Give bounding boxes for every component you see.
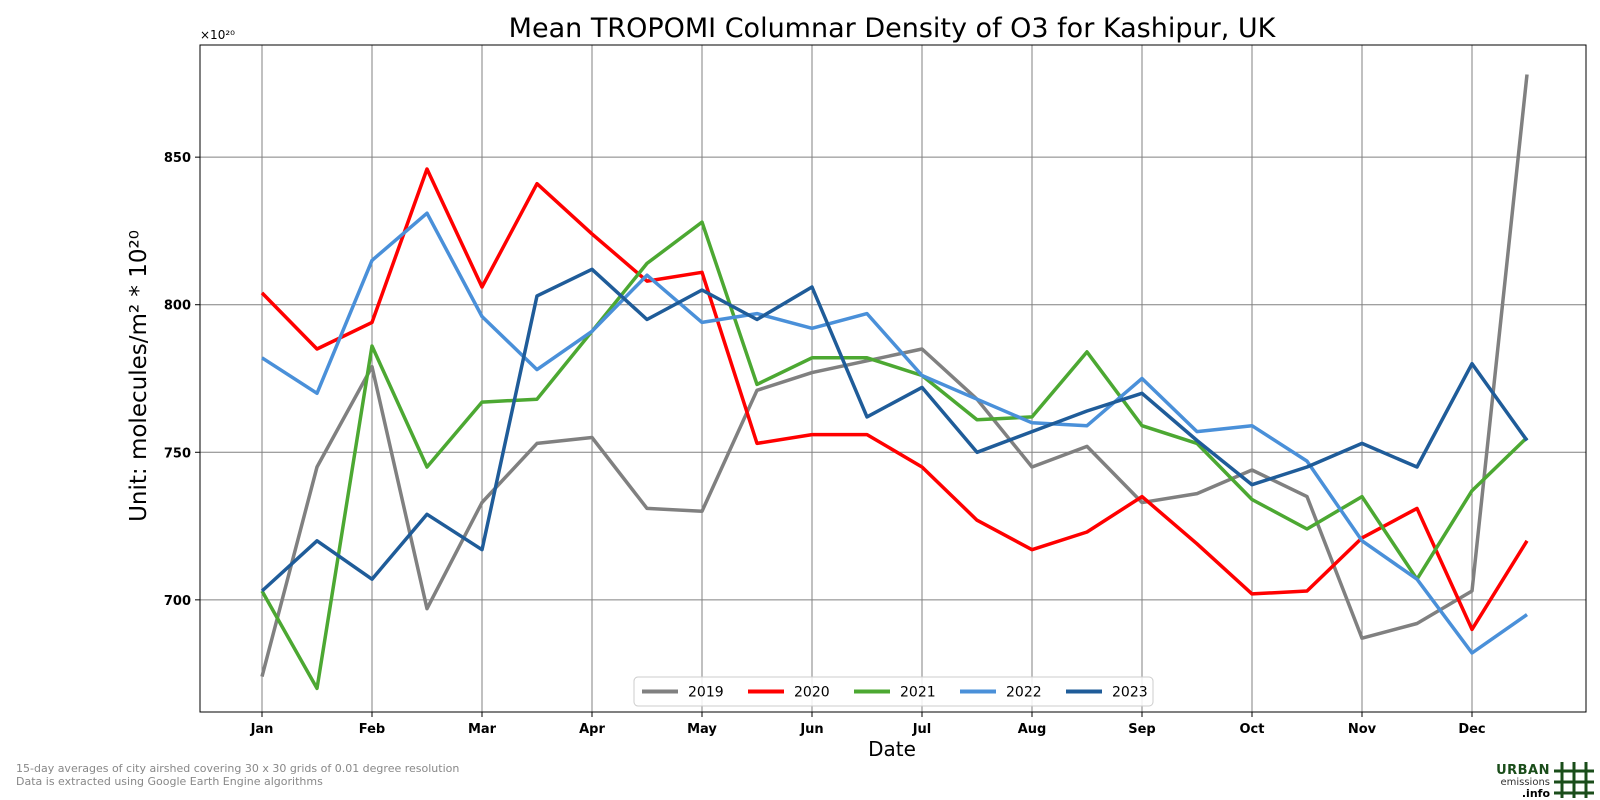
legend: 2019 2020 2021 2022 2023 [633, 676, 1154, 707]
y-tick-label: 750 [164, 446, 191, 461]
x-axis-label: Date [868, 737, 916, 761]
x-tick-label: Jan [250, 722, 274, 737]
y-axis-label: Unit: molecules/m² * 10²⁰ [126, 230, 152, 522]
logo-line-3: .info [1521, 787, 1550, 800]
x-tick-label: Mar [468, 722, 497, 737]
x-tick-label: May [687, 722, 717, 737]
legend-label-2019: 2019 [688, 685, 724, 701]
legend-label-2023: 2023 [1112, 685, 1148, 701]
y-axis-multiplier: ×10²⁰ [200, 28, 235, 42]
x-tick-label: Nov [1348, 722, 1377, 737]
grid-logo-icon [1554, 762, 1594, 798]
series-line-2020 [260, 167, 1529, 632]
series-line-2021 [260, 220, 1529, 691]
series-line-2022 [261, 211, 1529, 655]
logo-line-1: URBAN [1496, 763, 1550, 778]
legend-label-2022: 2022 [1006, 685, 1042, 701]
x-tick-label: Sep [1128, 722, 1156, 737]
x-tick-label: Dec [1458, 722, 1485, 737]
y-tick-label: 850 [164, 151, 191, 166]
plot-area [199, 44, 1587, 713]
series-line-2019 [260, 74, 1529, 678]
y-tick-label: 700 [164, 594, 191, 609]
series-line-2023 [260, 267, 1529, 593]
footnote-1: 15-day averages of city airshed covering… [16, 762, 460, 775]
legend-box [633, 676, 1154, 707]
x-tick-label: Jun [799, 722, 823, 737]
urban-emissions-logo: URBAN emissions .info [1492, 760, 1596, 800]
x-tick-label: Apr [579, 722, 605, 737]
legend-label-2020: 2020 [794, 685, 830, 701]
x-tick-label: Jul [912, 722, 932, 737]
x-tick-label: Aug [1018, 722, 1047, 737]
chart-title: Mean TROPOMI Columnar Density of O3 for … [509, 13, 1277, 44]
y-tick-label: 800 [164, 299, 191, 314]
legend-label-2021: 2021 [900, 685, 936, 701]
logo-line-2: emissions [1500, 777, 1550, 788]
footnote-2: Data is extracted using Google Earth Eng… [16, 775, 323, 788]
x-tick-label: Oct [1240, 722, 1265, 737]
x-tick-label: Feb [359, 722, 385, 737]
